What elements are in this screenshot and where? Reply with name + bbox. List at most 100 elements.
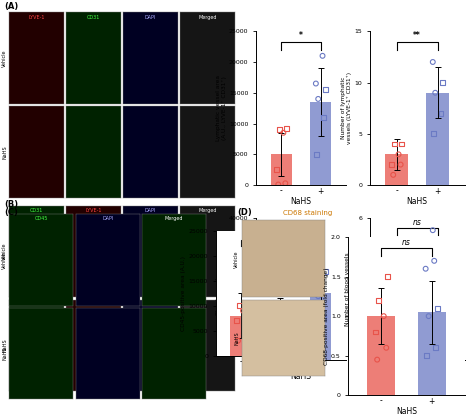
Point: [390, 171, 397, 178]
Point: [422, 265, 429, 272]
Bar: [310, 292, 331, 360]
X-axis label: NaHS: NaHS: [291, 197, 311, 206]
Point: [282, 180, 289, 187]
Point: [431, 89, 439, 96]
Point: [397, 333, 404, 339]
Point: [274, 356, 282, 363]
Point: [282, 346, 289, 353]
Y-axis label: CD45-positive area (A.U.): CD45-positive area (A.U.): [182, 256, 186, 331]
Point: [429, 227, 437, 233]
Text: NaHS: NaHS: [2, 145, 7, 158]
Text: (B): (B): [5, 200, 19, 209]
Point: [312, 80, 319, 87]
Point: [313, 321, 320, 328]
X-axis label: NaHS: NaHS: [407, 197, 428, 206]
Text: CD31: CD31: [87, 15, 100, 20]
Point: [314, 96, 322, 102]
Point: [423, 352, 430, 359]
Point: [278, 253, 286, 259]
Point: [273, 335, 281, 342]
Point: [313, 151, 320, 158]
Point: [375, 297, 383, 304]
Point: [374, 356, 381, 363]
Point: [425, 313, 432, 319]
Point: [312, 243, 319, 250]
Text: LYVE-1: LYVE-1: [85, 208, 102, 213]
Point: [280, 330, 287, 337]
Bar: [271, 332, 292, 360]
Point: [383, 273, 391, 280]
Point: [274, 181, 282, 188]
Bar: [385, 154, 408, 185]
Point: [241, 327, 249, 334]
Text: Merged: Merged: [198, 15, 217, 20]
Point: [383, 344, 390, 351]
X-axis label: NaHS: NaHS: [291, 371, 311, 381]
Text: Vehicle: Vehicle: [2, 251, 7, 269]
Text: **: **: [413, 32, 421, 40]
Text: (A): (A): [5, 2, 19, 11]
Point: [273, 337, 280, 344]
Point: [321, 268, 329, 275]
Bar: [427, 301, 449, 360]
Y-axis label: Blood vessel area
(A.U., CD31⁺ LYVE-1⁻): Blood vessel area (A.U., CD31⁺ LYVE-1⁻): [216, 257, 227, 321]
Point: [380, 313, 388, 319]
Text: Vehicle: Vehicle: [2, 243, 7, 260]
Point: [431, 297, 439, 304]
Point: [239, 307, 247, 314]
Text: Vehicle: Vehicle: [2, 50, 7, 67]
Text: CD45: CD45: [35, 216, 48, 221]
Point: [430, 131, 438, 137]
Text: NaHS: NaHS: [234, 331, 239, 345]
Point: [437, 110, 445, 116]
Text: ns: ns: [297, 218, 305, 227]
Point: [391, 297, 398, 304]
Text: Merged: Merged: [198, 208, 217, 213]
Point: [280, 129, 287, 136]
Point: [233, 317, 240, 324]
Y-axis label: Lymphatic vessel area
(A.U., LYVE-1⁺ CD31⁺): Lymphatic vessel area (A.U., LYVE-1⁺ CD3…: [216, 75, 227, 141]
Point: [234, 337, 242, 344]
Text: ns: ns: [256, 229, 265, 238]
Point: [429, 59, 437, 65]
Point: [276, 126, 283, 133]
Point: [432, 344, 439, 351]
Point: [283, 310, 290, 317]
Bar: [367, 316, 395, 395]
Text: (D): (D): [237, 208, 252, 217]
Point: [434, 305, 442, 312]
Point: [276, 314, 283, 321]
Point: [321, 87, 329, 93]
Text: *: *: [299, 32, 303, 40]
Point: [236, 302, 243, 309]
Point: [439, 79, 447, 86]
Bar: [270, 323, 291, 356]
Text: (C): (C): [5, 208, 18, 217]
Text: DAPI: DAPI: [102, 216, 113, 221]
Point: [242, 262, 250, 269]
Point: [319, 52, 326, 59]
Point: [430, 258, 438, 264]
Point: [281, 317, 289, 324]
Y-axis label: Number of blood vessels
(CD31⁺ LYVE-1⁻): Number of blood vessels (CD31⁺ LYVE-1⁻): [345, 253, 356, 326]
Text: DAPI: DAPI: [145, 208, 156, 213]
Point: [320, 114, 328, 121]
Text: CD68 staining: CD68 staining: [283, 210, 333, 216]
Text: ns: ns: [413, 218, 421, 227]
Point: [371, 329, 379, 335]
Bar: [310, 102, 331, 185]
Point: [274, 322, 282, 329]
Text: NaHS: NaHS: [2, 347, 7, 360]
Text: ns: ns: [402, 238, 411, 247]
Point: [388, 321, 395, 328]
Point: [273, 166, 281, 173]
Point: [430, 310, 438, 316]
Point: [388, 161, 395, 168]
Bar: [271, 154, 292, 185]
Point: [398, 141, 405, 147]
Point: [280, 328, 287, 335]
X-axis label: NaHS: NaHS: [396, 407, 417, 416]
Point: [390, 349, 397, 356]
Text: Vehicle: Vehicle: [234, 250, 239, 268]
Point: [395, 310, 402, 316]
